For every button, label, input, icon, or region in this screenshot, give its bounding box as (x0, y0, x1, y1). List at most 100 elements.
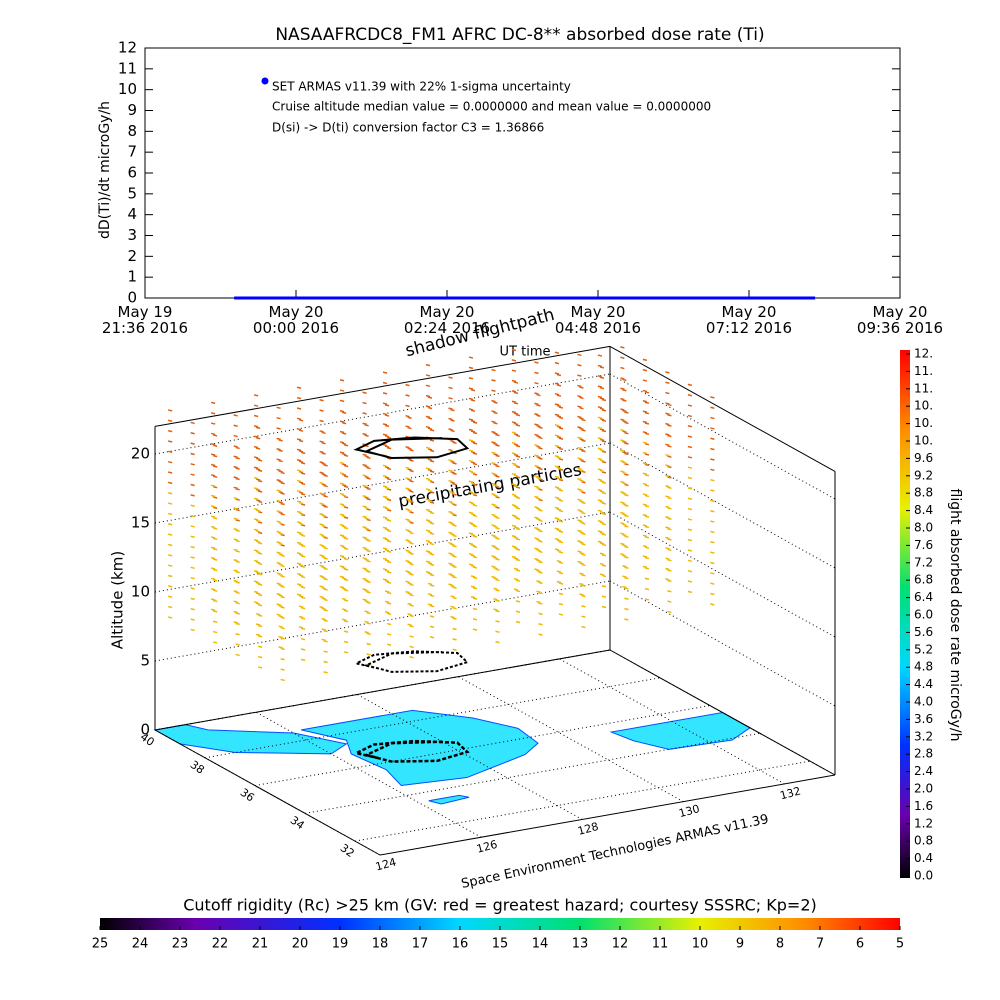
dose-dash (554, 351, 560, 355)
colorbar-tick-label: 6 (856, 937, 864, 952)
dose-dash (278, 470, 283, 473)
dose-dash (710, 427, 715, 430)
dose-dash (190, 432, 195, 435)
dose-dash (644, 598, 650, 601)
dose-dash (534, 361, 539, 364)
dose-dash (511, 348, 517, 352)
dose-dash (452, 586, 457, 589)
dose-dash (554, 444, 560, 448)
dose-dash (624, 473, 629, 476)
dose-dash (343, 588, 349, 592)
dose-dash (210, 577, 216, 581)
x-tick-label: May 19 21:36 2016 (101, 303, 189, 337)
dose-dash (321, 514, 326, 517)
dose-dash (339, 420, 345, 423)
colorbar-tick-label: 7 (816, 937, 824, 952)
dose-dash (558, 561, 564, 565)
dose-dash (515, 558, 521, 562)
dose-dash (257, 655, 263, 659)
dose-dash (581, 615, 586, 618)
dose-dash (513, 453, 519, 457)
dose-dash (280, 533, 285, 537)
dose-dash (190, 442, 195, 445)
dose-dash (644, 474, 650, 477)
dose-dash (339, 513, 345, 516)
dose-dash (429, 553, 435, 556)
dose-dash (470, 409, 476, 413)
dose-dash (409, 521, 414, 524)
dose-dash (558, 520, 564, 523)
dose-dash (687, 590, 693, 594)
dose-dash (323, 567, 328, 571)
dose-dash (468, 408, 474, 411)
colorbar-tick-label: 16 (452, 937, 469, 952)
dose-dash (382, 423, 388, 426)
dose-dash (296, 469, 302, 472)
dose-dash (427, 479, 433, 482)
x-tick-label: May 20 09:36 2016 (856, 303, 944, 337)
dose-dash (343, 526, 349, 530)
annotation: Space Environment Technologies ARMAS v11… (460, 812, 770, 892)
dose-dash (493, 401, 498, 404)
dose-dash (323, 546, 328, 550)
dose-dash (319, 409, 324, 412)
dose-dash (495, 537, 500, 540)
dose-dash (450, 419, 455, 422)
dose-dash (448, 510, 453, 514)
dose-dash (321, 597, 326, 600)
dose-dash (210, 546, 216, 550)
dose-dash (233, 559, 238, 562)
dose-dash (429, 501, 435, 504)
dose-dash (278, 615, 283, 618)
dose-dash (577, 519, 582, 522)
dose-dash (167, 554, 173, 557)
dose-dash (405, 518, 410, 521)
dose-dash (405, 487, 410, 490)
dose-dash (601, 512, 607, 516)
dose-dash (513, 402, 519, 405)
dose-dash (667, 517, 672, 521)
dose-dash (581, 543, 586, 546)
dose-dash (452, 482, 457, 486)
dose-dash (323, 629, 328, 633)
dose-dash (364, 631, 369, 634)
dose-dash (493, 535, 498, 539)
dose-dash (257, 479, 263, 483)
dose-dash (491, 555, 496, 558)
dose-dash (300, 637, 306, 641)
dose-dash (515, 486, 521, 489)
dose-dash (581, 553, 586, 556)
dose-dash (536, 569, 541, 573)
dose-dash (366, 518, 371, 522)
dose-dash (321, 617, 326, 621)
dose-dash (339, 492, 345, 496)
dose-dash (212, 537, 218, 541)
dose-dash (624, 566, 629, 569)
dose-dash (599, 366, 605, 369)
dose-dash (577, 446, 582, 450)
dose-dash (384, 476, 390, 479)
dose-dash (472, 462, 478, 466)
dose-dash (491, 451, 496, 455)
dose-dash (667, 403, 672, 407)
dose-dash (622, 440, 627, 444)
dose-dash (257, 573, 263, 576)
colorbar-tick-label: 11 (652, 937, 669, 952)
dose-dash (343, 640, 349, 644)
grid-line (304, 732, 761, 814)
dose-dash (468, 428, 474, 432)
dose-dash (276, 603, 281, 606)
dose-dash (667, 569, 672, 572)
dose-dash (366, 549, 371, 553)
dose-dash (554, 517, 560, 520)
dose-dash (339, 399, 345, 403)
dose-dash (429, 604, 435, 608)
grid-line (609, 580, 836, 707)
dose-dash (620, 366, 625, 370)
dose-dash (384, 579, 390, 583)
dose-dash (450, 491, 455, 495)
dose-dash (448, 552, 453, 555)
dose-dash (472, 514, 478, 518)
dose-dash (624, 431, 629, 435)
dose-dash (386, 436, 392, 439)
